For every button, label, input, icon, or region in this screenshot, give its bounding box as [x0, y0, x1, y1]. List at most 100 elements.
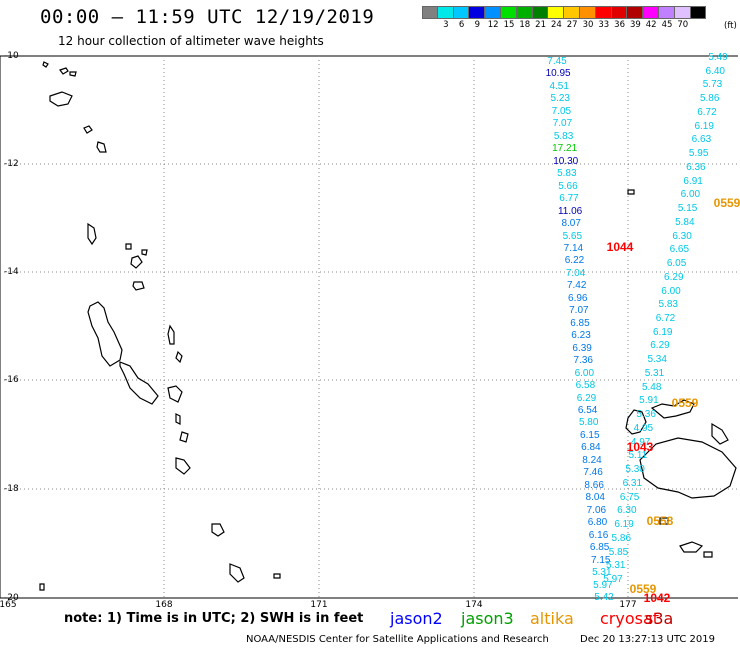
island-outline	[703, 551, 713, 558]
island-outline	[167, 324, 175, 345]
wave-height-value: 5.73	[702, 79, 723, 91]
scale-swatch	[532, 6, 549, 19]
scale-tick-label: 6	[458, 20, 465, 30]
wave-height-value: 4.95	[633, 422, 654, 434]
longitude-label: 168	[155, 600, 173, 610]
wave-height-value: 6.31	[622, 477, 643, 489]
wave-height-value: 5.95	[688, 148, 709, 160]
scale-tick-label: 21	[535, 20, 547, 30]
island-outline	[639, 437, 737, 499]
wave-height-value: 5.30	[625, 464, 645, 476]
satellite-legend-item: s3a	[645, 609, 674, 628]
island-outline	[39, 583, 45, 591]
wave-height-value: 5.34	[647, 354, 667, 366]
wave-height-value: 7.04	[565, 267, 586, 279]
wave-height-value: 6.58	[575, 380, 596, 392]
scale-tick-label: 15	[503, 20, 515, 30]
scale-swatch	[485, 6, 501, 19]
wave-height-value: 6.36	[686, 161, 706, 173]
wave-height-value: 10.95	[545, 68, 571, 80]
scale-swatch	[469, 6, 486, 19]
map-frame	[0, 55, 738, 599]
wave-height-value: 17.21	[552, 143, 578, 155]
wave-height-value: 7.07	[552, 118, 573, 130]
wave-height-value: 5.31	[644, 367, 665, 379]
island-outline	[132, 281, 145, 291]
scale-swatch	[643, 6, 659, 19]
scale-tick-label: 9	[474, 20, 481, 30]
latitude-label: -12	[4, 159, 19, 169]
wave-height-value: 5.23	[550, 93, 570, 105]
pass-time-label: 1044	[606, 240, 634, 254]
longitude-label: 171	[310, 600, 328, 610]
wave-height-value: 6.29	[650, 340, 670, 352]
page-title: 00:00 — 11:59 UTC 12/19/2019	[40, 6, 375, 28]
scale-swatch	[564, 6, 580, 19]
wave-height-value: 5.48	[641, 381, 662, 393]
wave-height-value: 6.30	[672, 230, 692, 242]
scale-tick-label: 30	[582, 20, 594, 30]
page-subtitle: 12 hour collection of altimeter wave hei…	[58, 34, 324, 48]
satellite-legend-item: altika	[530, 609, 574, 628]
wave-height-value: 10.30	[553, 155, 579, 167]
island-outline	[167, 385, 183, 403]
scale-swatch	[611, 6, 628, 19]
wave-height-value: 5.42	[594, 592, 614, 603]
wave-height-value: 5.83	[557, 168, 577, 180]
wave-height-value: 6.65	[669, 244, 690, 256]
wave-height-value: 5.66	[558, 180, 578, 192]
wave-height-value: 4.97	[630, 436, 651, 448]
wave-height-value: 5.84	[675, 216, 695, 228]
island-outline	[659, 517, 669, 525]
wave-height-value: 6.85	[570, 317, 590, 329]
island-outline	[130, 255, 143, 269]
island-outline	[69, 71, 77, 77]
scale-tick-label: 3	[443, 20, 449, 30]
scale-tick-label: 39	[629, 20, 641, 30]
wave-height-value: 6.85	[589, 542, 610, 554]
scale-tick-label: 12	[487, 20, 499, 30]
pass-time-label: 1043	[626, 440, 654, 454]
wave-height-value: 5.31	[592, 567, 612, 579]
wave-height-value: 5.49	[708, 52, 728, 63]
scale-tick-label: 33	[598, 20, 610, 30]
island-outline	[87, 222, 97, 246]
land-outlines	[39, 61, 737, 591]
wave-height-value: 7.45	[547, 56, 567, 67]
map-gridlines	[0, 56, 738, 598]
island-outline	[650, 399, 695, 419]
wave-height-value: 8.24	[582, 454, 602, 466]
pass-time-label: 1042	[643, 591, 671, 605]
scale-tick-label: 27	[566, 20, 578, 30]
wave-height-value: 8.66	[584, 479, 604, 491]
pass-time-label: 0558	[646, 514, 674, 528]
scale-tick-label: 36	[614, 20, 626, 30]
wave-height-value: 6.16	[588, 529, 609, 541]
island-outline	[175, 457, 191, 475]
island-outline	[273, 573, 281, 579]
scale-swatch	[500, 6, 517, 19]
satellite-legend-item: jason2	[390, 609, 443, 628]
wave-height-value: 6.39	[572, 342, 592, 354]
wave-height-value: 6.63	[691, 134, 712, 146]
credit-text: NOAA/NESDIS Center for Satellite Applica…	[246, 634, 549, 645]
wave-height-value: 6.75	[619, 491, 640, 503]
wave-height-value: 6.19	[614, 519, 634, 531]
wave-height-value: 5.91	[639, 395, 659, 407]
wave-height-value: 6.84	[581, 442, 601, 454]
latitude-label: -16	[4, 375, 19, 385]
longitude-label: 177	[619, 600, 637, 610]
island-outline	[49, 91, 73, 107]
color-scale-unit: (ft)	[724, 21, 737, 31]
island-outline	[229, 563, 245, 583]
wave-height-value: 5.85	[608, 546, 629, 558]
wave-height-value: 7.46	[583, 467, 603, 479]
wave-height-value: 6.19	[694, 120, 714, 132]
scale-swatch	[595, 6, 612, 19]
wave-height-value: 6.23	[571, 330, 591, 342]
wave-height-value: 6.72	[697, 106, 717, 118]
wave-height-value: 5.97	[593, 579, 613, 591]
island-outline	[627, 189, 635, 195]
island-outline	[211, 523, 225, 537]
